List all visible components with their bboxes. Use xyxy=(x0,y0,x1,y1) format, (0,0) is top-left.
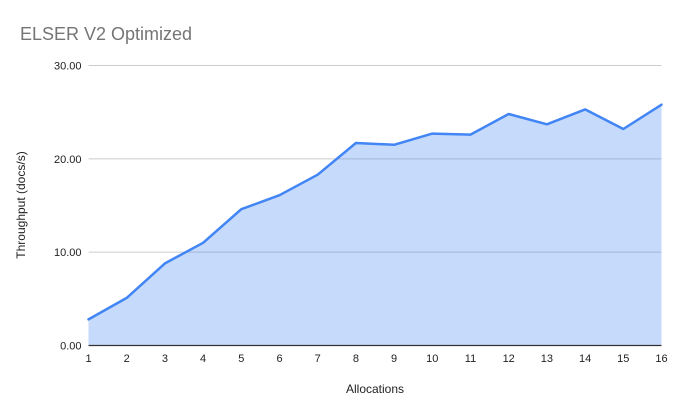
x-tick-label: 8 xyxy=(353,353,359,365)
y-tick-label: 30.00 xyxy=(54,61,82,73)
series-line xyxy=(87,103,663,321)
x-tick-label: 5 xyxy=(238,353,244,365)
x-tick-label: 12 xyxy=(503,353,515,365)
x-axis-title: Allocations xyxy=(345,382,405,396)
chart-title: ELSER V2 Optimized xyxy=(20,24,193,44)
y-tick-label: 20.00 xyxy=(54,154,82,166)
x-tick-label: 9 xyxy=(391,353,397,365)
x-tick-label: 7 xyxy=(315,353,321,365)
x-tick-label: 16 xyxy=(655,353,667,365)
area-fill xyxy=(88,104,662,346)
x-tick-label: 6 xyxy=(276,353,282,365)
x-tick-label: 15 xyxy=(617,353,629,365)
y-tick-label: 10.00 xyxy=(54,247,82,259)
x-tick-label: 11 xyxy=(465,353,476,365)
x-tick-label: 13 xyxy=(541,353,553,365)
x-tick-label: 4 xyxy=(200,353,206,365)
x-tick-label: 2 xyxy=(124,353,130,365)
y-tick-label: 0.00 xyxy=(60,341,81,353)
x-tick-label: 14 xyxy=(579,353,591,365)
x-tick-label: 10 xyxy=(426,353,438,365)
x-tick-label: 3 xyxy=(162,353,168,365)
x-tick-label: 1 xyxy=(85,353,91,365)
